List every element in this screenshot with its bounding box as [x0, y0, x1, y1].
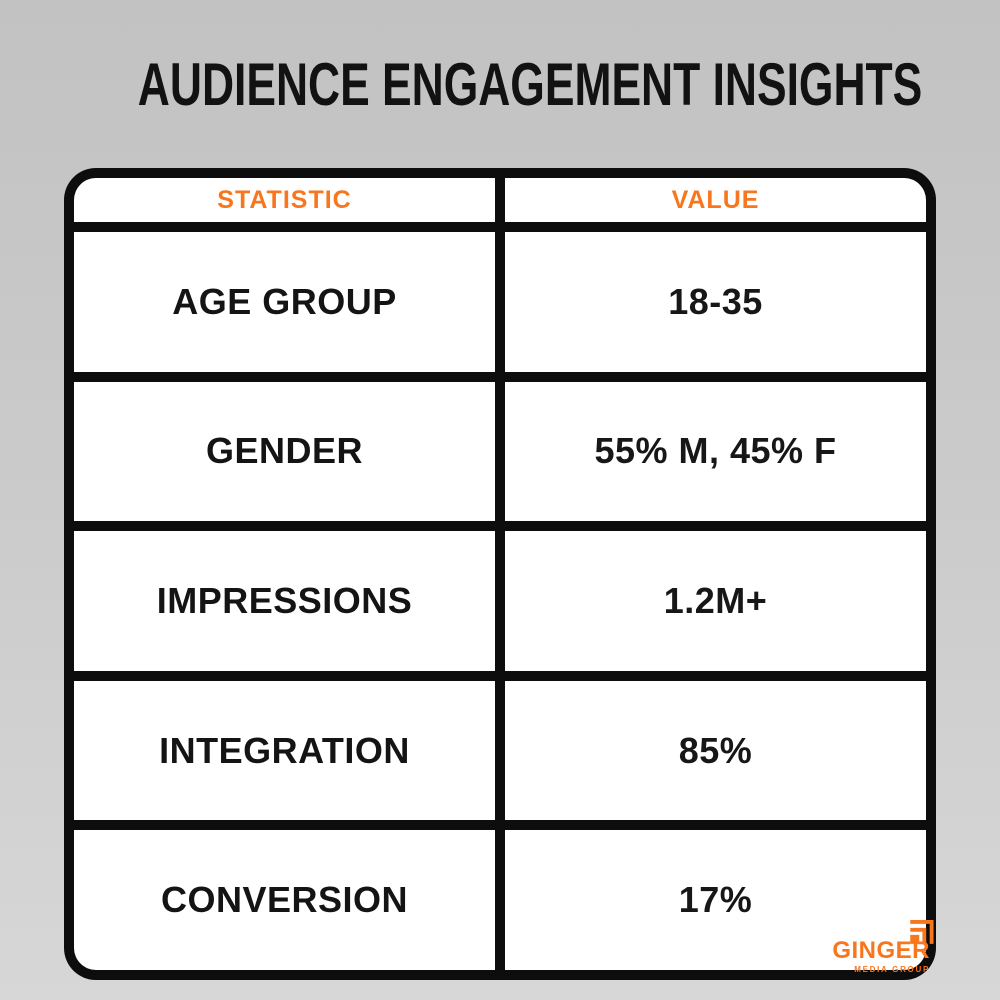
table-row-conversion-value: 17%: [505, 830, 926, 970]
nested-squares-icon: [910, 920, 934, 944]
table-row-age-group-value: 18-35: [505, 232, 926, 372]
table-row-gender-value: 55% M, 45% F: [505, 381, 926, 522]
page-title: AUDIENCE ENGAGEMENT INSIGHTS: [0, 52, 1000, 118]
table-row-impressions-label: IMPRESSIONS: [74, 531, 495, 671]
ginger-media-group-logo: GINGER MEDIA GROUP: [832, 920, 934, 974]
logo-subtitle: MEDIA GROUP: [854, 965, 930, 974]
table-row-gender-label: GENDER: [74, 381, 495, 522]
page-title-text: AUDIENCE ENGAGEMENT INSIGHTS: [137, 51, 923, 118]
table-row-integration-value: 85%: [505, 680, 926, 821]
column-header-value: VALUE: [505, 178, 926, 222]
column-header-statistic: STATISTIC: [74, 178, 495, 222]
table-row-integration-label: INTEGRATION: [74, 680, 495, 821]
table-row-conversion-label: CONVERSION: [74, 830, 495, 970]
insights-table: STATISTIC VALUE AGE GROUP 18-35 GENDER 5…: [64, 168, 936, 980]
table-row-impressions-value: 1.2M+: [505, 531, 926, 671]
table-row-age-group-label: AGE GROUP: [74, 232, 495, 372]
